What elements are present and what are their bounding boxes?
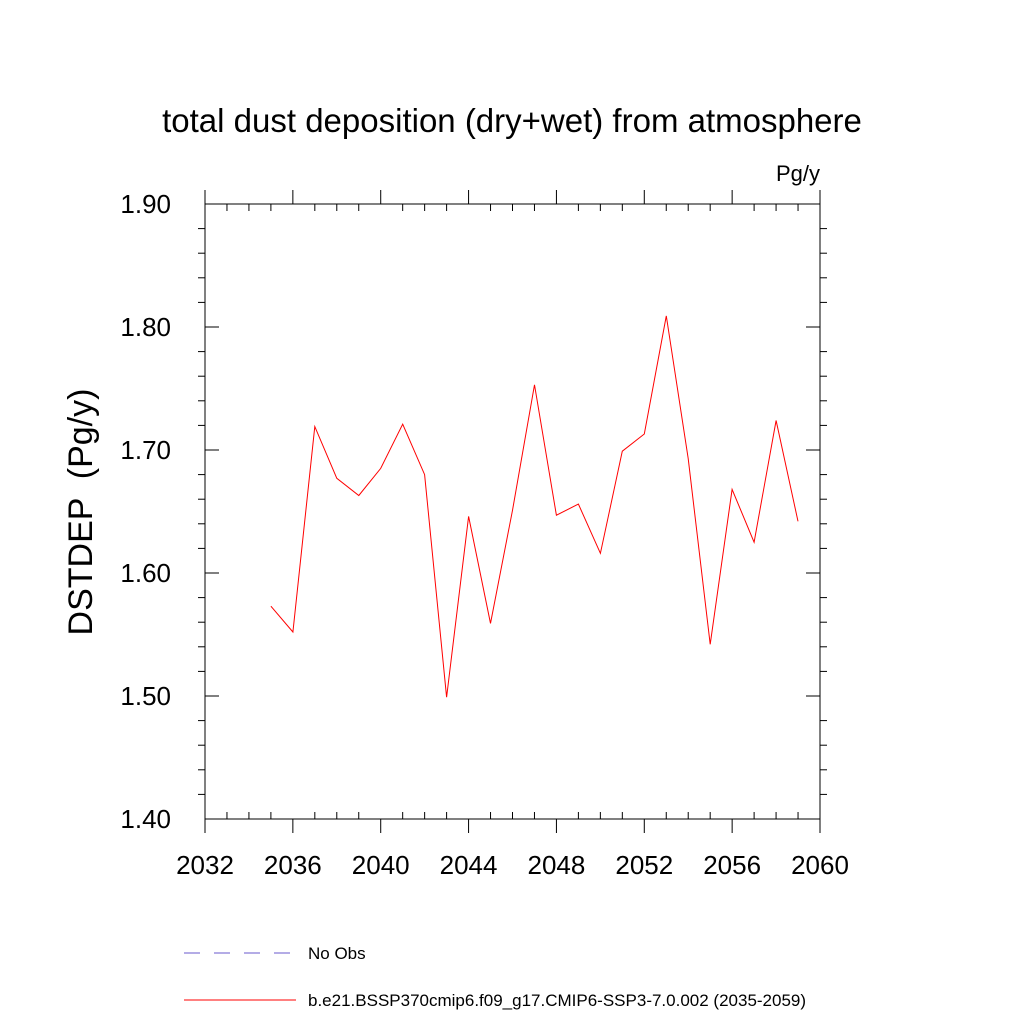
- series-line: [270, 315, 799, 698]
- data-series: [270, 315, 799, 698]
- y-tick-label: 1.90: [120, 189, 171, 219]
- chart-title: total dust deposition (dry+wet) from atm…: [162, 102, 862, 139]
- y-tick-label: 1.60: [120, 558, 171, 588]
- legend: No Obs b.e21.BSSP370cmip6.f09_g17.CMIP6-S…: [184, 944, 806, 1010]
- x-tick-label: 2032: [176, 850, 234, 880]
- y-tick-label: 1.40: [120, 804, 171, 834]
- x-tick-label: 2060: [791, 850, 849, 880]
- x-tick-label: 2052: [615, 850, 673, 880]
- x-tick-label: 2048: [528, 850, 586, 880]
- y-tick-label: 1.80: [120, 312, 171, 342]
- x-tick-labels: 2032 2036 2040 2044 2048 2052 2056 2060: [176, 850, 849, 880]
- x-tick-label: 2040: [352, 850, 410, 880]
- x-tick-label: 2044: [440, 850, 498, 880]
- axis-ticks: [198, 190, 827, 833]
- units-label: Pg/y: [776, 161, 820, 186]
- legend-label: No Obs: [308, 944, 366, 963]
- legend-label: b.e21.BSSP370cmip6.f09_g17.CMIP6-SSP3-7.…: [308, 991, 806, 1010]
- y-tick-label: 1.70: [120, 435, 171, 465]
- x-tick-label: 2056: [703, 850, 761, 880]
- x-tick-label: 2036: [264, 850, 322, 880]
- y-tick-labels: 1.40 1.50 1.60 1.70 1.80 1.90: [120, 189, 171, 834]
- y-axis-label: DSTDEP (Pg/y): [62, 389, 100, 636]
- y-tick-label: 1.50: [120, 681, 171, 711]
